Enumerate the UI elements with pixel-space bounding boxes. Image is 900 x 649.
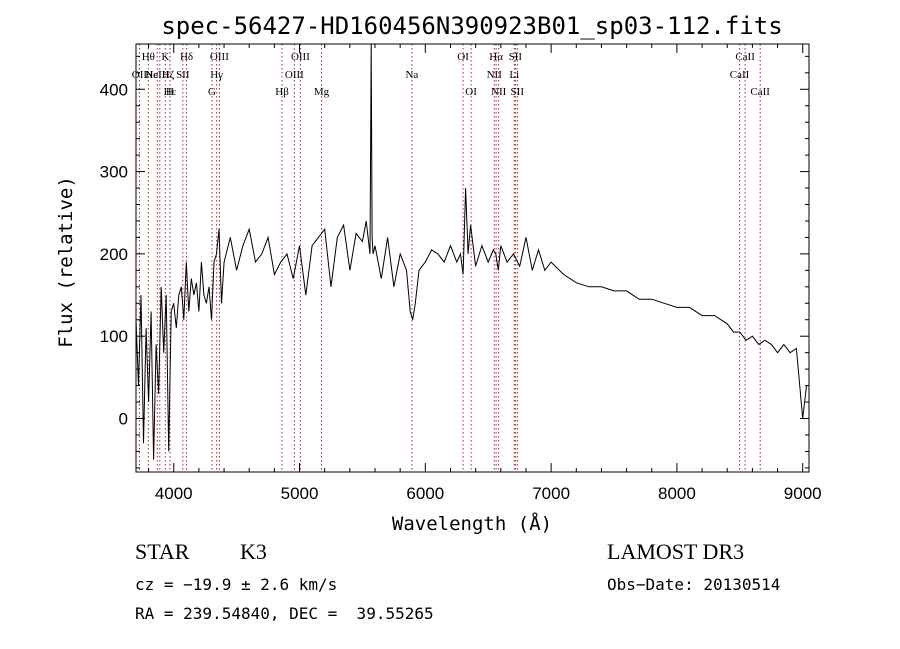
survey-name: LAMOST DR3 xyxy=(607,539,745,564)
line-marker-label-16: Na xyxy=(405,69,418,81)
y-tick-label-0: 0 xyxy=(119,410,128,429)
y-tick-label-1: 100 xyxy=(100,327,128,346)
line-marker-label-22: Li xyxy=(509,69,519,81)
x-tick-label-4: 8000 xyxy=(658,484,696,503)
x-tick-label-0: 4000 xyxy=(155,484,193,503)
spectrum-series-line xyxy=(135,43,807,460)
y-axis-ticks: 0 100 200 300 400 xyxy=(100,55,809,469)
line-marker-label-7: Hδ xyxy=(180,51,193,63)
line-marker-label-27: CaII xyxy=(750,86,770,98)
line-marker-label-14: OIII xyxy=(291,51,310,63)
line-marker-label-4: K xyxy=(161,51,169,63)
line-marker-label-25: CaII xyxy=(730,69,750,81)
line-marker-label-5: H xyxy=(166,86,174,98)
x-tick-label-1: 5000 xyxy=(281,484,319,503)
line-marker-label-18: OI xyxy=(465,86,477,98)
line-marker-label-9: G xyxy=(208,86,216,98)
line-marker-label-26: CaII xyxy=(735,51,755,63)
line-marker-label-0: Hθ xyxy=(142,51,155,63)
x-tick-label-2: 6000 xyxy=(406,484,444,503)
line-marker-label-24: SII xyxy=(511,86,525,98)
line-marker-label-6: Hε xyxy=(164,86,177,98)
line-marker-label-19: NII xyxy=(487,69,503,81)
chart-title: spec-56427-HD160456N390923B01_sp03-112.f… xyxy=(161,12,782,40)
line-marker-label-10: Hγ xyxy=(210,69,223,81)
y-axis-label: Flux (relative) xyxy=(55,176,77,348)
object-subclass: K3 xyxy=(240,539,267,564)
redshift-value: cz = −19.9 ± 2.6 km/s xyxy=(135,575,338,594)
y-tick-label-2: 200 xyxy=(100,245,128,264)
line-marker-label-21: NII xyxy=(491,86,507,98)
line-marker-label-23: SII xyxy=(509,51,523,63)
line-marker-label-12: Hβ xyxy=(275,86,289,98)
x-axis-label: Wavelength (Å) xyxy=(392,512,552,535)
y-tick-label-3: 300 xyxy=(100,163,128,182)
x-tick-label-5: 9000 xyxy=(784,484,822,503)
line-marker-label-15: Mg xyxy=(314,86,330,98)
line-marker-labels: HθOIINeIIIHeIHζKHHεHδSIIGHγOIIIHβOIIIOII… xyxy=(132,51,771,98)
line-marker-label-3: HeIHζ xyxy=(145,69,174,81)
coordinates: RA = 239.54840, DEC = 39.55265 xyxy=(135,604,434,623)
object-class: STAR xyxy=(135,539,190,564)
y-tick-label-4: 400 xyxy=(100,80,128,99)
line-marker-label-8: SII xyxy=(176,69,190,81)
line-marker-label-11: OIII xyxy=(210,51,229,63)
line-markers xyxy=(138,44,761,472)
plot-frame xyxy=(135,43,810,473)
line-marker-label-2: NeIII xyxy=(145,69,169,81)
line-marker-label-20: Hα xyxy=(489,51,503,63)
spectrum-chart: spec-56427-HD160456N390923B01_sp03-112.f… xyxy=(55,12,822,535)
observation-date: Obs−Date: 20130514 xyxy=(607,575,781,594)
x-tick-label-3: 7000 xyxy=(532,484,570,503)
line-marker-label-13: OIII xyxy=(285,69,304,81)
line-marker-label-17: OI xyxy=(457,51,469,63)
x-axis-ticks: 4000 5000 6000 7000 8000 9000 xyxy=(148,44,822,503)
